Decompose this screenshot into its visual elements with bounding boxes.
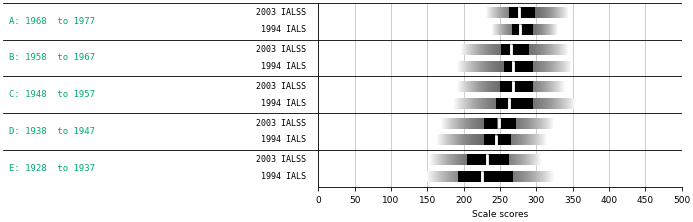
- Text: C: 1948  to 1957: C: 1948 to 1957: [9, 90, 95, 99]
- Bar: [488, 154, 509, 165]
- Bar: [502, 44, 510, 55]
- Text: 2003 IALSS: 2003 IALSS: [256, 45, 306, 54]
- Text: 2003 IALSS: 2003 IALSS: [256, 82, 306, 91]
- Text: 1994 IALS: 1994 IALS: [261, 172, 306, 181]
- Text: B: 1958  to 1967: B: 1958 to 1967: [9, 54, 95, 62]
- Text: 2003 IALSS: 2003 IALSS: [256, 155, 306, 164]
- Text: D: 1938  to 1947: D: 1938 to 1947: [9, 127, 95, 136]
- Bar: [458, 171, 481, 182]
- Bar: [514, 61, 533, 72]
- Bar: [520, 7, 535, 18]
- Bar: [511, 24, 519, 35]
- Bar: [500, 81, 512, 92]
- Text: 1994 IALS: 1994 IALS: [261, 99, 306, 108]
- Bar: [509, 7, 518, 18]
- Text: 1994 IALS: 1994 IALS: [261, 62, 306, 71]
- Bar: [483, 171, 513, 182]
- Text: E: 1928  to 1937: E: 1928 to 1937: [9, 164, 95, 173]
- Bar: [498, 135, 511, 145]
- Text: A: 1968  to 1977: A: 1968 to 1977: [9, 17, 95, 26]
- Bar: [510, 98, 533, 109]
- Bar: [484, 135, 495, 145]
- Bar: [504, 61, 512, 72]
- Bar: [521, 24, 533, 35]
- Bar: [512, 44, 529, 55]
- Bar: [496, 98, 508, 109]
- Bar: [484, 117, 498, 129]
- Text: 2003 IALSS: 2003 IALSS: [256, 119, 306, 127]
- Bar: [467, 154, 486, 165]
- Text: 1994 IALS: 1994 IALS: [261, 135, 306, 145]
- Text: 2003 IALSS: 2003 IALSS: [256, 8, 306, 17]
- X-axis label: Scale scores: Scale scores: [472, 210, 528, 219]
- Bar: [500, 117, 516, 129]
- Text: 1994 IALS: 1994 IALS: [261, 25, 306, 34]
- Bar: [514, 81, 533, 92]
